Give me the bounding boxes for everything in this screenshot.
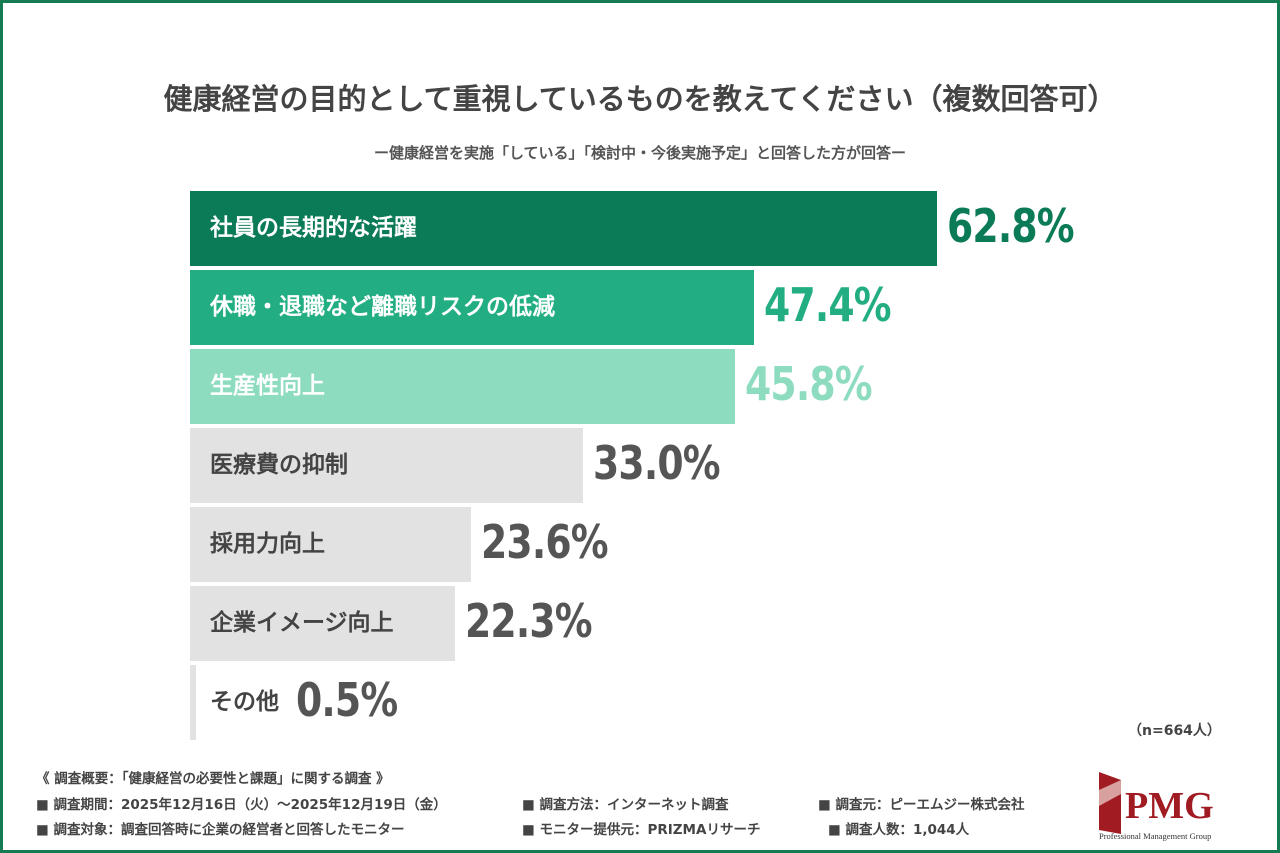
survey-target: ■ 調査対象：調査回答時に企業の経営者と回答したモニター: [36, 822, 405, 838]
value-label: 62.8%: [947, 199, 1075, 253]
survey-count: ■ 調査人数：1,044人: [828, 822, 970, 838]
value-label: 23.6%: [480, 515, 609, 569]
bar: [190, 507, 471, 582]
bar: [190, 586, 456, 661]
bar: [190, 349, 736, 424]
value-label: 45.8%: [745, 357, 873, 411]
bar-label: 企業イメージ向上: [210, 610, 394, 636]
bar: [190, 428, 583, 503]
bar-label: 休職・退職など離職リスクの低減: [210, 294, 555, 320]
bar-label: 生産性向上: [210, 373, 325, 399]
bar: [190, 665, 196, 740]
bar: [190, 191, 938, 266]
survey-source: ■ 調査元：ピーエムジー株式会社: [818, 797, 1025, 813]
survey-method: ■ 調査方法：インターネット調査: [522, 797, 729, 813]
survey-period: ■ 調査期間：2025年12月16日（火）～2025年12月19日（金）: [36, 797, 447, 813]
value-label: 33.0%: [592, 436, 721, 490]
sample-size-note: （n=664人）: [1128, 723, 1221, 739]
bar-label: 採用力向上: [210, 531, 325, 557]
bar: [190, 270, 755, 345]
value-label: 22.3%: [465, 594, 593, 648]
svg-text:Professional Management Group: Professional Management Group: [1099, 831, 1211, 841]
pmg-logo: PMG Professional Management Group: [1097, 772, 1237, 842]
bar-label: その他: [210, 689, 279, 715]
survey-heading: 《 調査概要：「健康経営の必要性と課題」に関する調査 》: [36, 771, 390, 787]
bar-label: 社員の長期的な活躍: [210, 215, 417, 241]
monitor-provider: ■ モニター提供元：PRIZMAリサーチ: [522, 822, 761, 838]
svg-text:PMG: PMG: [1125, 785, 1214, 827]
value-label: 0.5%: [296, 673, 398, 727]
chart-title: 健康経営の目的として重視しているものを教えてください（複数回答可）: [163, 82, 1117, 116]
chart-subtitle: ー健康経営を実施「している」「検討中・今後実施予定」と回答した方が回答ー: [373, 144, 907, 162]
bar-label: 医療費の抑制: [210, 452, 348, 478]
value-label: 47.4%: [764, 278, 892, 332]
